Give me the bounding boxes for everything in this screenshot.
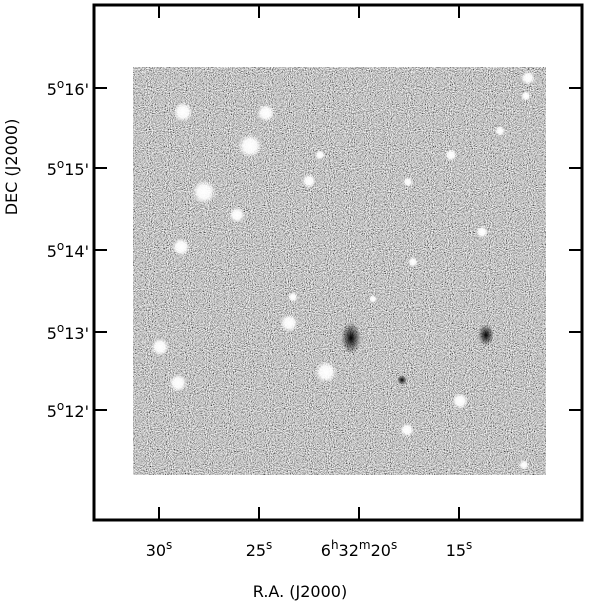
tick-label: 25s — [246, 538, 273, 560]
tick-label: 6h32m20s — [321, 538, 397, 560]
superscript: o — [57, 399, 64, 413]
label-part: 5 — [47, 80, 57, 99]
label-part: 20 — [371, 541, 391, 560]
sky-image — [133, 67, 546, 475]
y-axis-label: DEC (J2000) — [2, 119, 21, 216]
label-part: 30 — [146, 541, 166, 560]
superscript: s — [391, 538, 397, 552]
superscript: o — [57, 239, 64, 253]
superscript: h — [331, 538, 339, 552]
x-axis-label: R.A. (J2000) — [253, 582, 347, 601]
tick-label: 5o12' — [47, 399, 89, 421]
label-part: 32 — [339, 541, 359, 560]
superscript: o — [57, 321, 64, 335]
superscript: o — [57, 157, 64, 171]
superscript: o — [57, 77, 64, 91]
label-part: 14' — [64, 242, 89, 261]
label-part: 16' — [64, 80, 89, 99]
label-part: 5 — [47, 242, 57, 261]
superscript: m — [359, 538, 371, 552]
frame — [92, 3, 584, 522]
superscript: s — [166, 538, 172, 552]
label-part: 15' — [64, 160, 89, 179]
tick-label: 30s — [146, 538, 173, 560]
label-part: 15 — [446, 541, 466, 560]
superscript: s — [266, 538, 272, 552]
tick-label: 5o16' — [47, 77, 89, 99]
tick-label: 15s — [446, 538, 473, 560]
label-part: 5 — [47, 402, 57, 421]
tick-label: 5o15' — [47, 157, 89, 179]
tick-label: 5o14' — [47, 239, 89, 261]
superscript: s — [466, 538, 472, 552]
label-part: 5 — [47, 324, 57, 343]
label-part: 6 — [321, 541, 331, 560]
tick-label: 5o13' — [47, 321, 89, 343]
label-part: 13' — [64, 324, 89, 343]
label-part: 25 — [246, 541, 266, 560]
label-part: 12' — [64, 402, 89, 421]
label-part: 5 — [47, 160, 57, 179]
